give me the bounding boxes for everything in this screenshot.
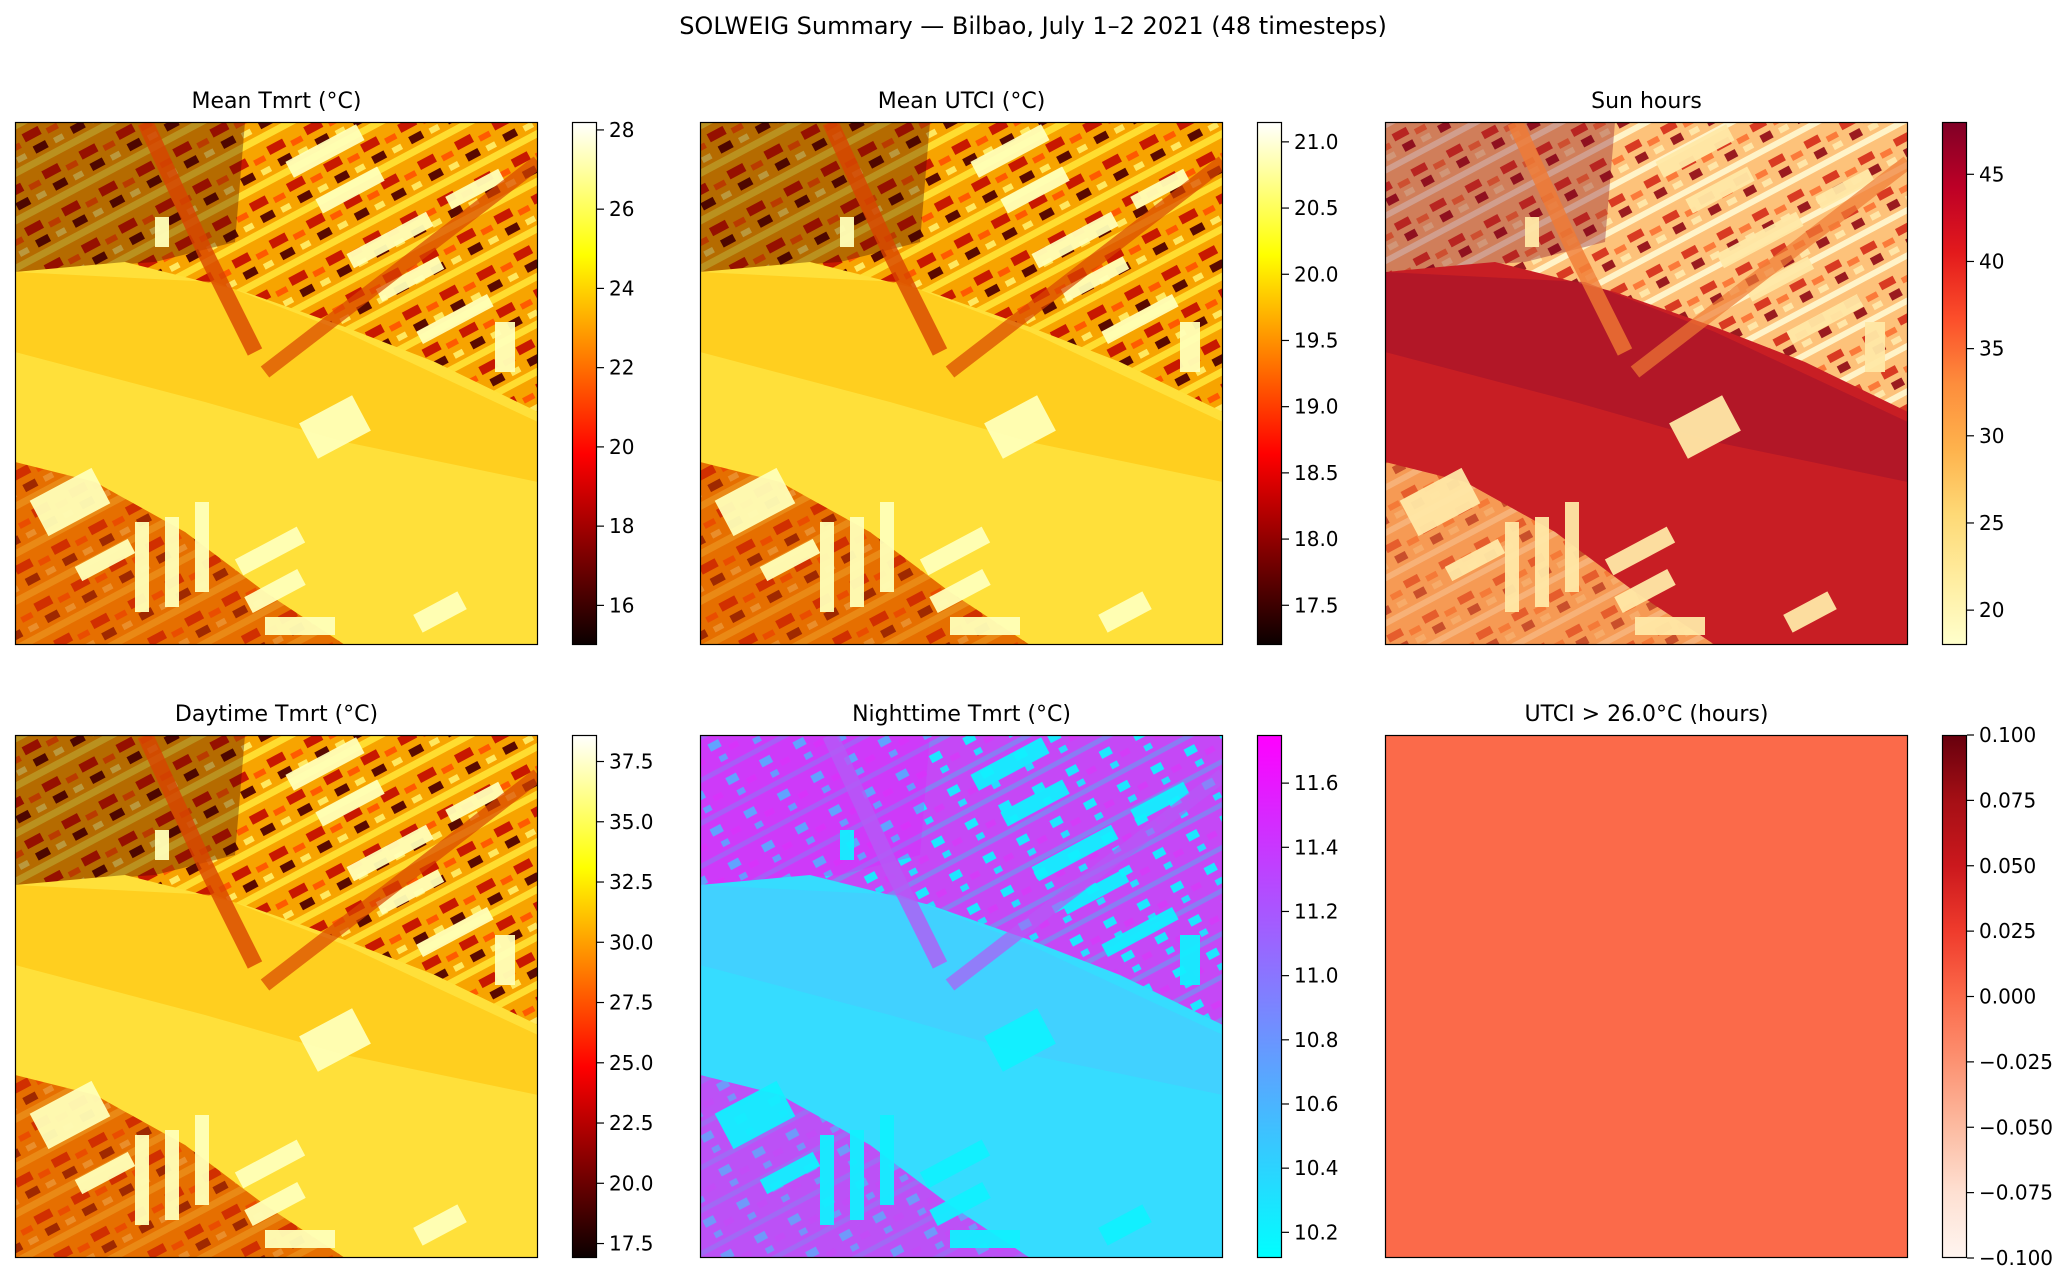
subplot: Daytime Tmrt (°C) 17.5 20.0 22.5 25.0 27.5 30.…	[14, 702, 654, 1259]
colorbar-tick-label: 17.5	[609, 1232, 654, 1256]
colorbar-tick-label: 0.075	[1979, 788, 2036, 812]
colorbar-tick-label: 27.5	[609, 991, 654, 1015]
colorbar-tick-label: 32.5	[609, 870, 654, 894]
colorbar-tick-label: 0.050	[1979, 854, 2036, 878]
subplot: Sun hours 20 25 30 35 40 45	[1384, 89, 2004, 646]
colorbar-tick-label: 18.5	[1294, 461, 1339, 485]
colorbar: 16 18 20 22 24 26 28	[571, 118, 634, 646]
colorbar-tick-label: 40	[1979, 249, 2004, 273]
subplot-title: Daytime Tmrt (°C)	[175, 702, 378, 727]
colorbar: 17.5 18.0 18.5 19.0 19.5 20.0 20.5 21.0	[1256, 121, 1339, 646]
colorbar-tick-label: −0.025	[1979, 1050, 2053, 1074]
subplot-title: Mean UTCI (°C)	[878, 89, 1046, 114]
colorbar-tick-label: 10.8	[1294, 1028, 1339, 1052]
colorbar-tick-label: −0.100	[1979, 1246, 2053, 1270]
colorbar-tick-label: 22.5	[609, 1111, 654, 1135]
colorbar: 17.5 20.0 22.5 25.0 27.5 30.0 32.5 35.0 37.5	[571, 734, 654, 1259]
heatmap-image	[15, 122, 538, 645]
colorbar-tick-label: 11.6	[1294, 771, 1339, 795]
colorbar-tick-label: 11.4	[1294, 835, 1339, 859]
subplot: Nighttime Tmrt (°C)10.210.410.610.811.01…	[699, 702, 1339, 1259]
colorbar-tick-label: −0.075	[1979, 1181, 2053, 1205]
colorbar: 10.2 10.4 10.6 10.8 11.0 11.2 11.4 11.6	[1256, 734, 1339, 1259]
colorbar-tick-label: 0.000	[1979, 985, 2036, 1009]
colorbar: 20 25 30 35 40 45	[1941, 121, 2004, 646]
colorbar: −0.100 −0.075 −0.050 −0.025 0.000 0.025 0.050 0…	[1941, 723, 2053, 1270]
subplot-title: Sun hours	[1591, 89, 1702, 114]
colorbar-tick-label: 20	[609, 435, 634, 459]
colorbar-tick-label: 25.0	[609, 1051, 654, 1075]
colorbar-tick-label: 10.4	[1294, 1156, 1339, 1180]
colorbar-tick-label: 20	[1979, 598, 2004, 622]
colorbar-tick-label: 30.0	[609, 930, 654, 954]
colorbar-tick-label: 16	[609, 593, 634, 617]
heatmap-frame	[1384, 121, 1909, 646]
colorbar-tick-label: 17.5	[1294, 593, 1339, 617]
subplot: UTCI > 26.0°C (hours)−0.100−0.075−0.050−…	[1384, 702, 2053, 1270]
subplot: Mean UTCI (°C) 17.5 18.0 18.5 19.0 19.5 20.0 20…	[699, 89, 1339, 646]
colorbar-tick-label: 10.6	[1294, 1092, 1339, 1116]
subplot: Mean Tmrt (°C) 16 18 20 22 24 26 28	[14, 89, 634, 646]
colorbar-tick-label: 0.025	[1979, 919, 2036, 943]
colorbar-tick-label: 24	[609, 276, 634, 300]
colorbar-tick-label: 19.5	[1294, 328, 1339, 352]
colorbar-tick-label: 19.0	[1294, 395, 1339, 419]
colorbar-tick-label: 45	[1979, 162, 2004, 186]
colorbar-tick-label: 20.5	[1294, 196, 1339, 220]
colorbar-tick-label: 30	[1979, 424, 2004, 448]
heatmap-frame	[699, 734, 1224, 1259]
colorbar-tick-label: 18	[609, 514, 634, 538]
heatmap-frame	[14, 734, 539, 1259]
subplot-title: Nighttime Tmrt (°C)	[852, 702, 1071, 727]
heatmap-image	[1385, 122, 1908, 645]
colorbar-tick-label: 21.0	[1294, 130, 1339, 154]
colorbar-tick-label: 22	[609, 356, 634, 380]
heatmap-frame	[14, 121, 539, 646]
colorbar-tick-label: 35	[1979, 337, 2004, 361]
colorbar-tick-label: 28	[609, 118, 634, 142]
colorbar-tick-label: 20.0	[609, 1171, 654, 1195]
heatmap-frame	[1384, 734, 1909, 1259]
subplot-title: Mean Tmrt (°C)	[192, 89, 362, 114]
figure-title: SOLWEIG Summary — Bilbao, July 1–2 2021 …	[679, 12, 1387, 40]
colorbar-tick-label: 10.2	[1294, 1220, 1339, 1244]
colorbar-tick-label: 35.0	[609, 810, 654, 834]
heatmap-image	[15, 735, 538, 1258]
heatmap-frame	[699, 121, 1224, 646]
heatmap-image	[700, 122, 1223, 645]
colorbar-tick-label: −0.050	[1979, 1115, 2053, 1139]
colorbar-tick-label: 18.0	[1294, 527, 1339, 551]
colorbar-tick-label: 0.100	[1979, 723, 2036, 747]
colorbar-tick-label: 11.0	[1294, 964, 1339, 988]
heatmap-image	[700, 735, 1223, 1258]
subplot-title: UTCI > 26.0°C (hours)	[1525, 702, 1769, 727]
colorbar-tick-label: 37.5	[609, 750, 654, 774]
heatmap-image	[1385, 735, 1908, 1258]
colorbar-tick-label: 25	[1979, 511, 2004, 535]
colorbar-tick-label: 26	[609, 197, 634, 221]
colorbar-tick-label: 20.0	[1294, 262, 1339, 286]
colorbar-tick-label: 11.2	[1294, 899, 1339, 923]
